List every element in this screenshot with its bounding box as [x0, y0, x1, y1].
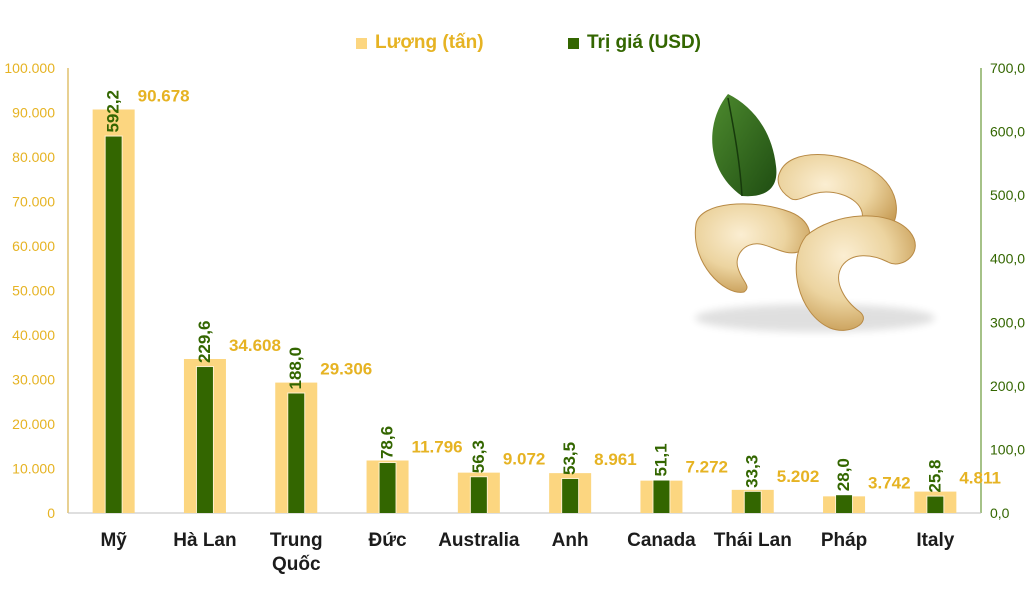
legend-label-luong: Lượng (tấn)	[375, 32, 484, 53]
legend-item-tri-gia: Trị giá (USD)	[568, 32, 701, 54]
right-y-tick-label: 300,0	[990, 314, 1025, 330]
x-axis-category-label: Italy	[916, 530, 955, 551]
data-label-tri-gia: 78,6	[378, 426, 397, 459]
x-axis-category-label: Trung Quốc	[269, 530, 323, 575]
left-y-tick-label: 40.000	[12, 327, 55, 343]
data-label-tri-gia: 229,6	[195, 320, 214, 363]
bar-tri-gia	[470, 477, 487, 513]
data-label-tri-gia: 53,5	[560, 442, 579, 475]
data-label-luong: 4.811	[959, 469, 1001, 488]
legend-swatch-tri-gia	[568, 37, 579, 49]
right-y-tick-label: 600,0	[990, 124, 1025, 140]
legend: Lượng (tấn) Trị giá (USD)	[0, 32, 1032, 58]
cashew-nuts-image	[694, 94, 935, 332]
data-label-tri-gia: 25,8	[925, 460, 944, 493]
cashew-nut-icon	[694, 203, 811, 293]
right-y-tick-label: 400,0	[990, 251, 1025, 267]
right-y-tick-label: 100,0	[990, 441, 1025, 457]
left-y-tick-label: 0	[47, 505, 55, 521]
data-label-luong: 8.961	[594, 450, 637, 469]
legend-label-tri-gia: Trị giá (USD)	[587, 32, 702, 53]
left-y-tick-label: 80.000	[12, 149, 55, 165]
data-label-tri-gia: 188,0	[286, 347, 305, 390]
bar-tri-gia	[105, 136, 122, 513]
bar-tri-gia	[836, 495, 853, 513]
data-label-luong: 90.678	[138, 86, 190, 105]
right-y-tick-label: 500,0	[990, 187, 1025, 203]
leaf-icon	[712, 94, 777, 197]
data-label-luong: 3.742	[868, 473, 911, 492]
left-y-tick-label: 20.000	[12, 416, 55, 432]
left-y-tick-label: 90.000	[12, 105, 55, 121]
x-axis-category-label: Pháp	[820, 530, 868, 551]
x-axis-category-label: Thái Lan	[713, 530, 792, 551]
data-label-luong: 29.306	[320, 360, 372, 379]
data-label-tri-gia: 33,3	[743, 455, 762, 488]
right-y-tick-label: 200,0	[990, 378, 1025, 394]
x-axis-category-label: Australia	[438, 530, 520, 551]
bar-tri-gia	[744, 491, 761, 513]
left-y-tick-label: 70.000	[12, 194, 55, 210]
data-label-luong: 5.202	[777, 467, 820, 486]
bar-tri-gia	[196, 367, 213, 513]
right-y-tick-label: 0,0	[990, 505, 1010, 521]
bar-tri-gia	[288, 393, 305, 513]
bar-tri-gia	[653, 480, 670, 513]
bar-tri-gia	[927, 496, 944, 513]
x-axis-category-label: Anh	[551, 530, 589, 551]
left-y-tick-label: 10.000	[12, 461, 55, 477]
x-axis-category-label: Đức	[368, 530, 407, 551]
x-axis-category-label: Canada	[627, 530, 696, 551]
data-label-tri-gia: 56,3	[469, 440, 488, 473]
legend-swatch-luong	[356, 37, 367, 49]
bar-tri-gia	[562, 478, 579, 513]
data-label-tri-gia: 592,2	[104, 90, 123, 133]
bar-tri-gia	[379, 463, 396, 513]
data-label-luong: 9.072	[503, 450, 546, 469]
data-label-tri-gia: 51,1	[651, 443, 670, 476]
x-axis-category-label: Mỹ	[100, 530, 127, 551]
x-axis-category-label: Hà Lan	[173, 530, 237, 551]
data-label-luong: 7.272	[685, 458, 728, 477]
legend-item-luong: Lượng (tấn)	[356, 32, 484, 54]
data-label-tri-gia: 28,0	[834, 458, 853, 491]
left-y-tick-label: 100.000	[4, 60, 55, 76]
data-label-luong: 11.796	[412, 438, 463, 457]
data-label-luong: 34.608	[229, 336, 281, 355]
cashew-nut-icon	[795, 215, 916, 331]
right-y-tick-label: 700,0	[990, 60, 1025, 76]
left-y-tick-label: 60.000	[12, 238, 55, 254]
left-y-tick-label: 50.000	[12, 283, 55, 299]
left-y-tick-label: 30.000	[12, 372, 55, 388]
